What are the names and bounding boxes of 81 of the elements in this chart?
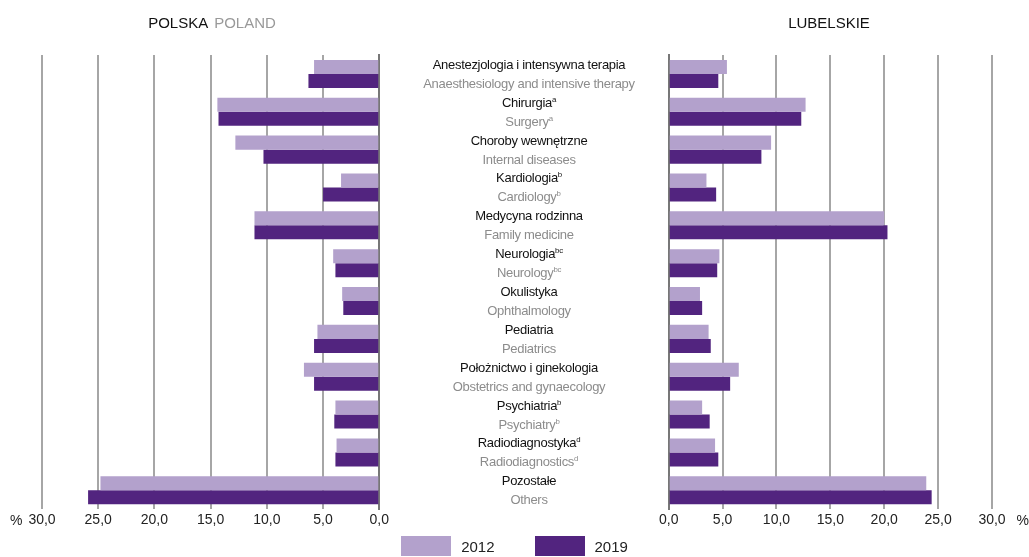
bar	[100, 476, 379, 491]
x-axis-title: %	[1016, 512, 1029, 528]
legend-label: 2019	[594, 537, 628, 555]
bar	[342, 287, 379, 302]
bar	[669, 187, 717, 202]
bar	[669, 324, 709, 339]
x-tick-label: 10,0	[253, 511, 281, 528]
category-label: Psychiatria$^{b}$ Psychiatry$^{b}$	[496, 397, 562, 432]
chart-title: POLSKA	[148, 14, 209, 31]
bar	[669, 211, 885, 226]
bar	[341, 173, 379, 188]
bar	[669, 97, 806, 112]
bar	[669, 438, 716, 453]
y-tick-label: Okulistyka Ophthalmology	[486, 283, 572, 320]
bar	[669, 249, 720, 264]
y-tick-label: Medycyna rodzinna Family medicine	[474, 207, 584, 245]
x-tick-label: 15,0	[197, 511, 225, 528]
bar	[333, 249, 379, 264]
bar	[669, 111, 802, 126]
bar	[669, 338, 711, 353]
bar	[669, 73, 719, 88]
bar	[218, 111, 379, 126]
x-tick-label: 15,0	[816, 511, 845, 528]
chart-title: LUBELSKIE	[788, 14, 870, 31]
bar	[335, 452, 379, 467]
category-label: Radiodiagnostyka$^{d}$ Radiodiagnostics$^{d}$	[477, 434, 581, 470]
bar	[669, 225, 888, 240]
x-tick-label: 0,0	[369, 511, 390, 528]
bar	[308, 73, 379, 88]
bar	[235, 135, 379, 150]
category-label: Neurologia$^{bc}$ Neurology$^{bc}$	[495, 245, 563, 281]
bar	[88, 490, 379, 505]
bar	[336, 438, 379, 453]
x-tick-label: 20,0	[140, 511, 169, 528]
bar	[669, 376, 731, 391]
x-tick-label: 5,0	[712, 511, 733, 528]
bar	[669, 173, 707, 188]
bar	[263, 149, 379, 164]
bar	[314, 338, 379, 353]
x-tick-label: 30,0	[978, 511, 1006, 528]
x-tick-label: 5,0	[313, 511, 333, 528]
y-tick-label: Choroby wewnętrzne Internal diseases	[469, 131, 589, 169]
y-tick-label: Anestezjologia i intensywna terapia Anaesthesiology and intensive therapy	[422, 55, 636, 93]
bar	[323, 187, 379, 202]
bar	[317, 324, 379, 339]
bar	[335, 400, 379, 415]
bar	[669, 490, 932, 505]
bar	[217, 97, 379, 112]
x-tick-label: 25,0	[924, 511, 952, 528]
bar	[669, 301, 703, 316]
bar	[669, 149, 762, 164]
chart-subtitle: POLAND	[214, 14, 276, 31]
bar	[669, 287, 700, 302]
bar	[669, 400, 703, 415]
bar	[314, 376, 379, 391]
y-tick-label: Pediatria Pediatrics	[500, 320, 558, 358]
bar	[314, 59, 379, 74]
bar	[335, 263, 379, 278]
bar	[254, 211, 379, 226]
x-tick-label: 10,0	[762, 511, 791, 528]
bar	[334, 414, 379, 429]
bar	[669, 263, 718, 278]
bar	[343, 301, 379, 316]
bar	[669, 59, 727, 74]
bar	[669, 135, 772, 150]
bar	[669, 476, 927, 491]
x-tick-label: 25,0	[84, 511, 113, 528]
bar	[669, 362, 739, 377]
y-tick-label: Pozostałe Others	[500, 472, 558, 510]
bar	[669, 414, 710, 429]
category-label: Chirurgia$^{a}$ Surgery$^{a}$	[501, 94, 557, 129]
legend-label: 2012	[461, 537, 495, 555]
x-tick-label: 0,0	[659, 511, 679, 528]
x-axis-title: %	[10, 512, 23, 528]
category-label: Kardiologia$^{b}$ Cardiology$^{b}$	[496, 170, 562, 205]
bar	[669, 452, 719, 467]
y-tick-label: Położnictwo i ginekologia Obstetrics and gynaecology	[451, 358, 607, 396]
x-tick-label: 30,0	[28, 511, 56, 528]
bar	[303, 362, 379, 377]
bar	[254, 225, 379, 240]
x-tick-label: 20,0	[870, 511, 899, 528]
